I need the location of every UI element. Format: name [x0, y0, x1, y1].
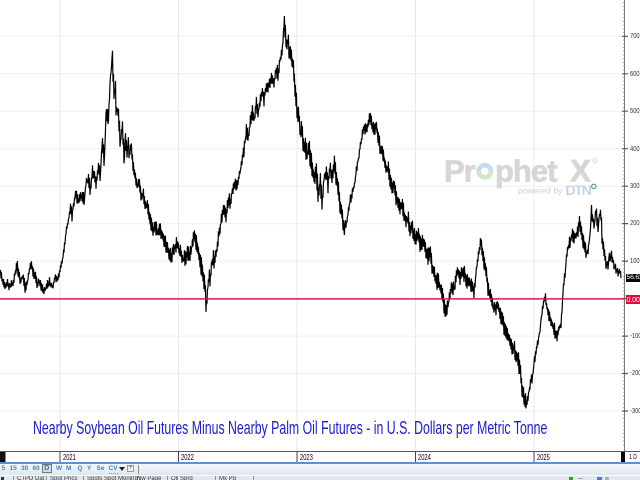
svg-text:X: X [570, 152, 591, 188]
svg-text:R: R [593, 159, 596, 164]
svg-text:Pr: Pr [444, 153, 476, 188]
svg-text:DTN: DTN [566, 182, 592, 198]
svg-text:powered by: powered by [518, 185, 563, 195]
svg-text:phet: phet [495, 153, 557, 188]
